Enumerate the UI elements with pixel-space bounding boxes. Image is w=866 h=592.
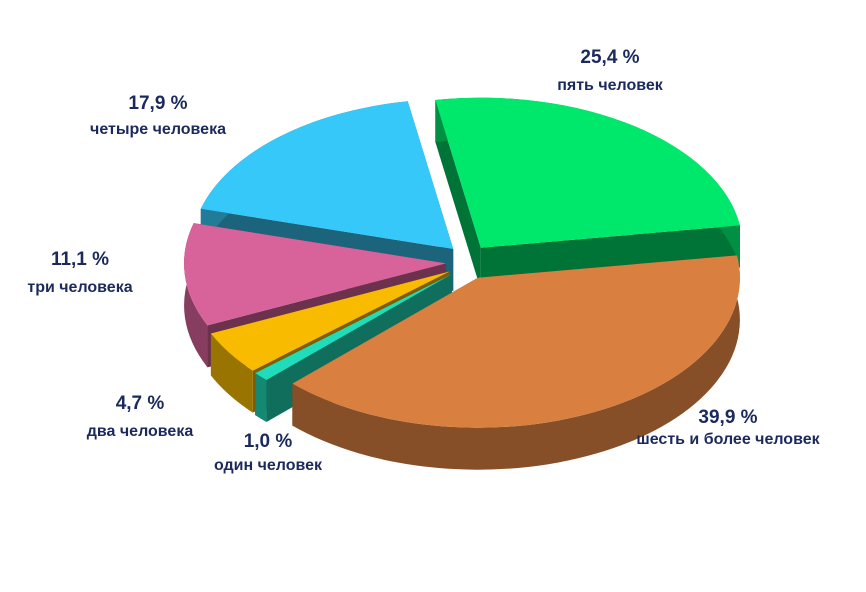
slice (184, 223, 447, 326)
slice-side (255, 373, 267, 422)
value-label: 25,4 % (580, 47, 639, 68)
value-label: 1,0 % (244, 431, 293, 452)
slice-side (210, 333, 253, 413)
slice (435, 97, 740, 248)
category-label: четыре человека (90, 121, 226, 138)
value-label: 11,1 % (51, 249, 109, 270)
category-label: один человек (214, 457, 323, 474)
category-label: шесть и более человек (636, 431, 820, 448)
category-label: три человека (27, 279, 132, 296)
value-label: 39,9 % (698, 407, 757, 428)
slice-wall (435, 99, 481, 290)
slice (292, 255, 740, 428)
slice (255, 274, 452, 380)
slice-side (292, 255, 740, 470)
slice (200, 101, 454, 249)
slice (210, 271, 450, 371)
category-label: пять человек (557, 77, 664, 94)
category-label: два человека (87, 423, 194, 440)
value-label: 17,9 % (128, 93, 187, 114)
value-label: 4,7 % (116, 393, 165, 414)
